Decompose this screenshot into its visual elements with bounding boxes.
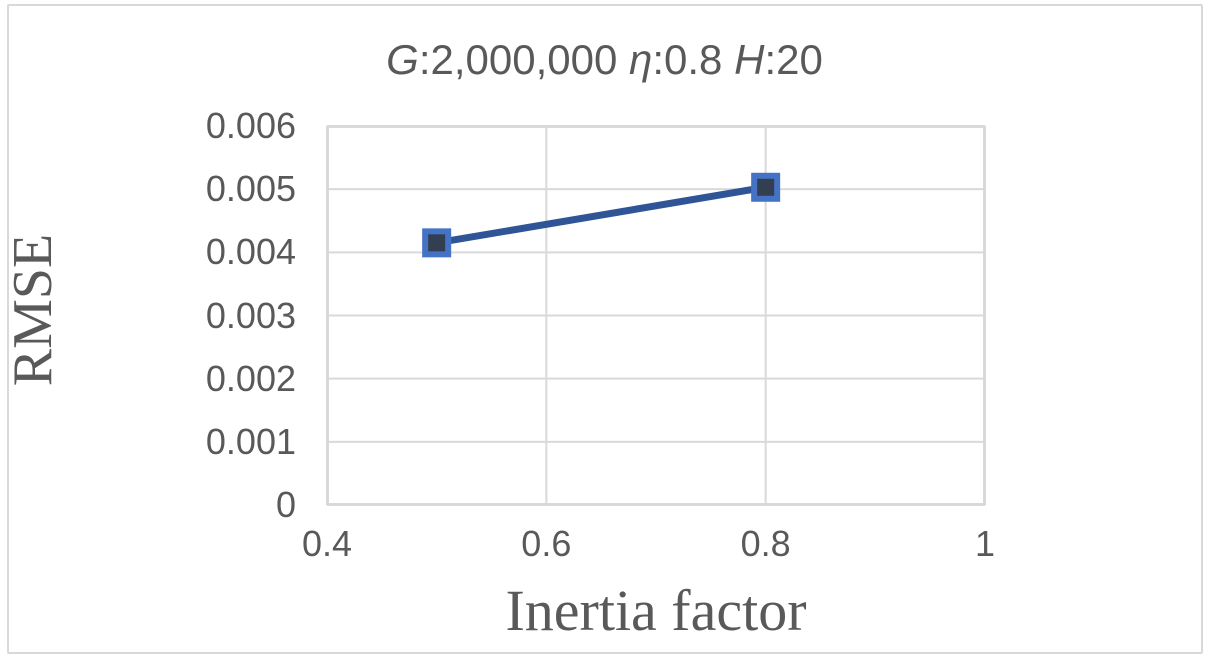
- chart-title-part: :0.8: [652, 36, 735, 83]
- x-tick-label: 0.8: [740, 523, 791, 564]
- plot-frame: [327, 126, 985, 505]
- x-tick-label: 0.4: [301, 523, 353, 564]
- y-tick-label: 0.001: [205, 420, 296, 462]
- chart-title: G:2,000,000 η:0.8 H:20: [0, 36, 1209, 84]
- plot-area: [326, 125, 986, 506]
- y-tick-label: 0.002: [205, 357, 296, 399]
- y-tick-label: 0.006: [205, 105, 296, 146]
- x-axis-title: Inertia factor: [505, 578, 807, 643]
- y-tick-label: 0.004: [205, 231, 296, 273]
- chart-border: [7, 4, 1203, 654]
- x-tick-label: 0.6: [521, 523, 572, 564]
- y-tick-label: 0.005: [205, 168, 296, 210]
- chart-title-part: G: [386, 36, 419, 83]
- y-axis-title: RMSE: [2, 233, 64, 387]
- chart-title-part: :20: [764, 36, 823, 83]
- series-line: [436, 183, 767, 247]
- y-tick-label: 0: [275, 484, 296, 525]
- y-tick-label: 0.003: [205, 294, 296, 336]
- data-point-marker: [422, 228, 452, 258]
- chart-title-part: :2,000,000: [418, 36, 630, 83]
- chart-title-part: η: [629, 36, 653, 83]
- data-point-marker: [751, 172, 781, 202]
- chart-title-part: H: [734, 36, 765, 83]
- x-tick-label: 1: [974, 523, 996, 564]
